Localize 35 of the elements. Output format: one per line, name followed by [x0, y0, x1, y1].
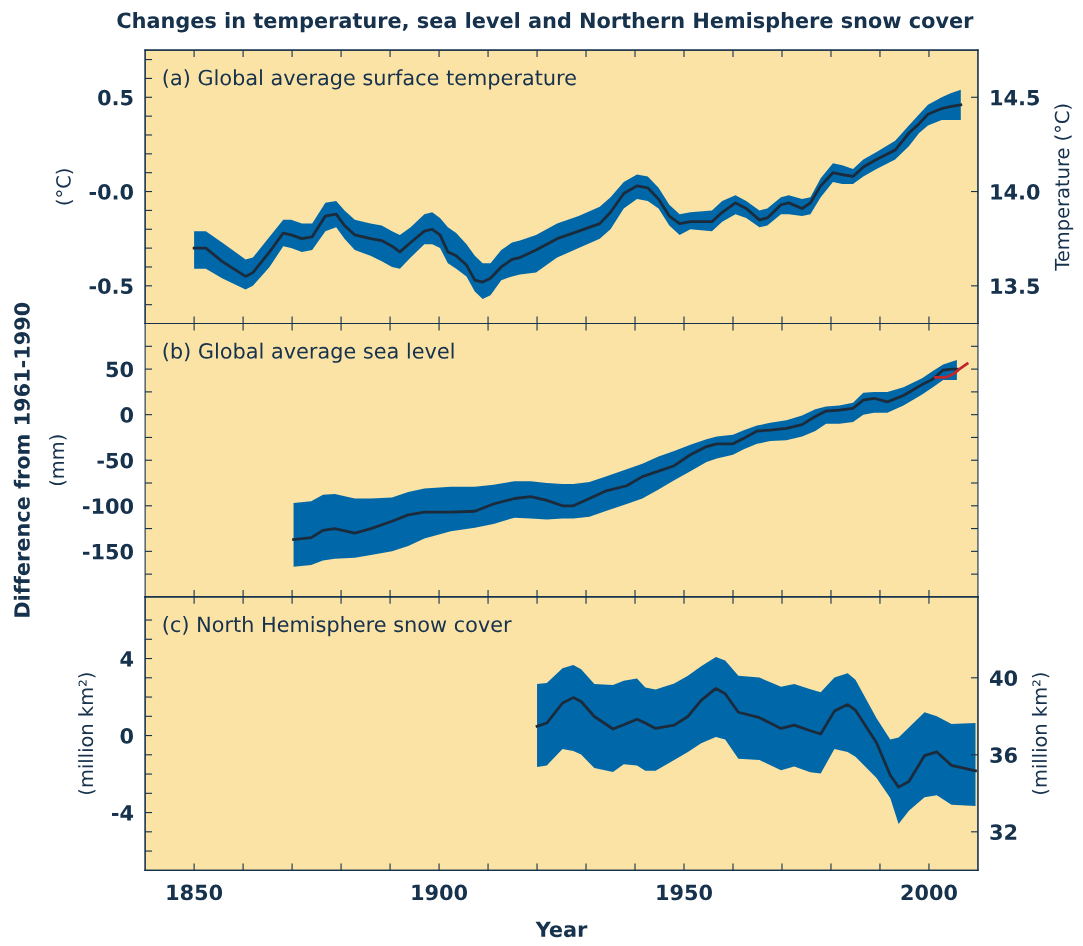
line-series — [535, 686, 977, 789]
y2-tick-label: 32 — [990, 824, 1017, 841]
y-tick-label: -0.0 — [89, 184, 134, 200]
y2-axis-title: (million km²) — [1031, 673, 1050, 795]
y2-tick-label: 13.5 — [991, 278, 1040, 295]
text: (c) North Hemisphere snow cover — [163, 616, 512, 637]
y-axis-title: (million km²) — [78, 673, 96, 795]
y-tick-label: -50 — [97, 452, 134, 469]
text: (b) Global average sea level — [163, 342, 454, 363]
x-axis-title: Year — [535, 921, 588, 938]
y-tick-label: 0 — [120, 728, 134, 744]
x-tick-label: 2000 — [901, 884, 957, 901]
x-tick-label: 1900 — [412, 884, 468, 901]
y-tick-label: -0.5 — [89, 278, 133, 295]
text: (a) Global average surface temperature — [163, 69, 576, 90]
y-tick-label: -4 — [112, 805, 134, 821]
y2-tick-label: 40 — [990, 670, 1018, 686]
x-tick-label: 1950 — [657, 884, 713, 901]
text: Difference from 1961-1990 — [13, 302, 30, 617]
y-tick-label: 4 — [120, 651, 134, 667]
y-axis-title: (°C) — [55, 169, 74, 205]
y2-tick-label: 14.5 — [991, 90, 1040, 106]
y-tick-label: 0 — [120, 407, 134, 423]
y-axis-title: (mm) — [49, 435, 67, 486]
x-tick-label: 1850 — [167, 884, 223, 901]
y-tick-label: 50 — [106, 361, 134, 378]
y2-axis-title: Temperature (°C) — [1054, 104, 1074, 271]
line-series — [933, 362, 969, 379]
line-series — [292, 367, 959, 541]
y2-tick-label: 14.0 — [991, 184, 1040, 200]
y-tick-label: -150 — [83, 543, 134, 560]
y-tick-label: -100 — [83, 498, 134, 515]
y-tick-label: 0.5 — [98, 89, 133, 106]
chart-title: Changes in temperature, sea level and Northern Hemisphere snow cover — [117, 12, 974, 33]
y2-tick-label: 36 — [990, 747, 1017, 764]
